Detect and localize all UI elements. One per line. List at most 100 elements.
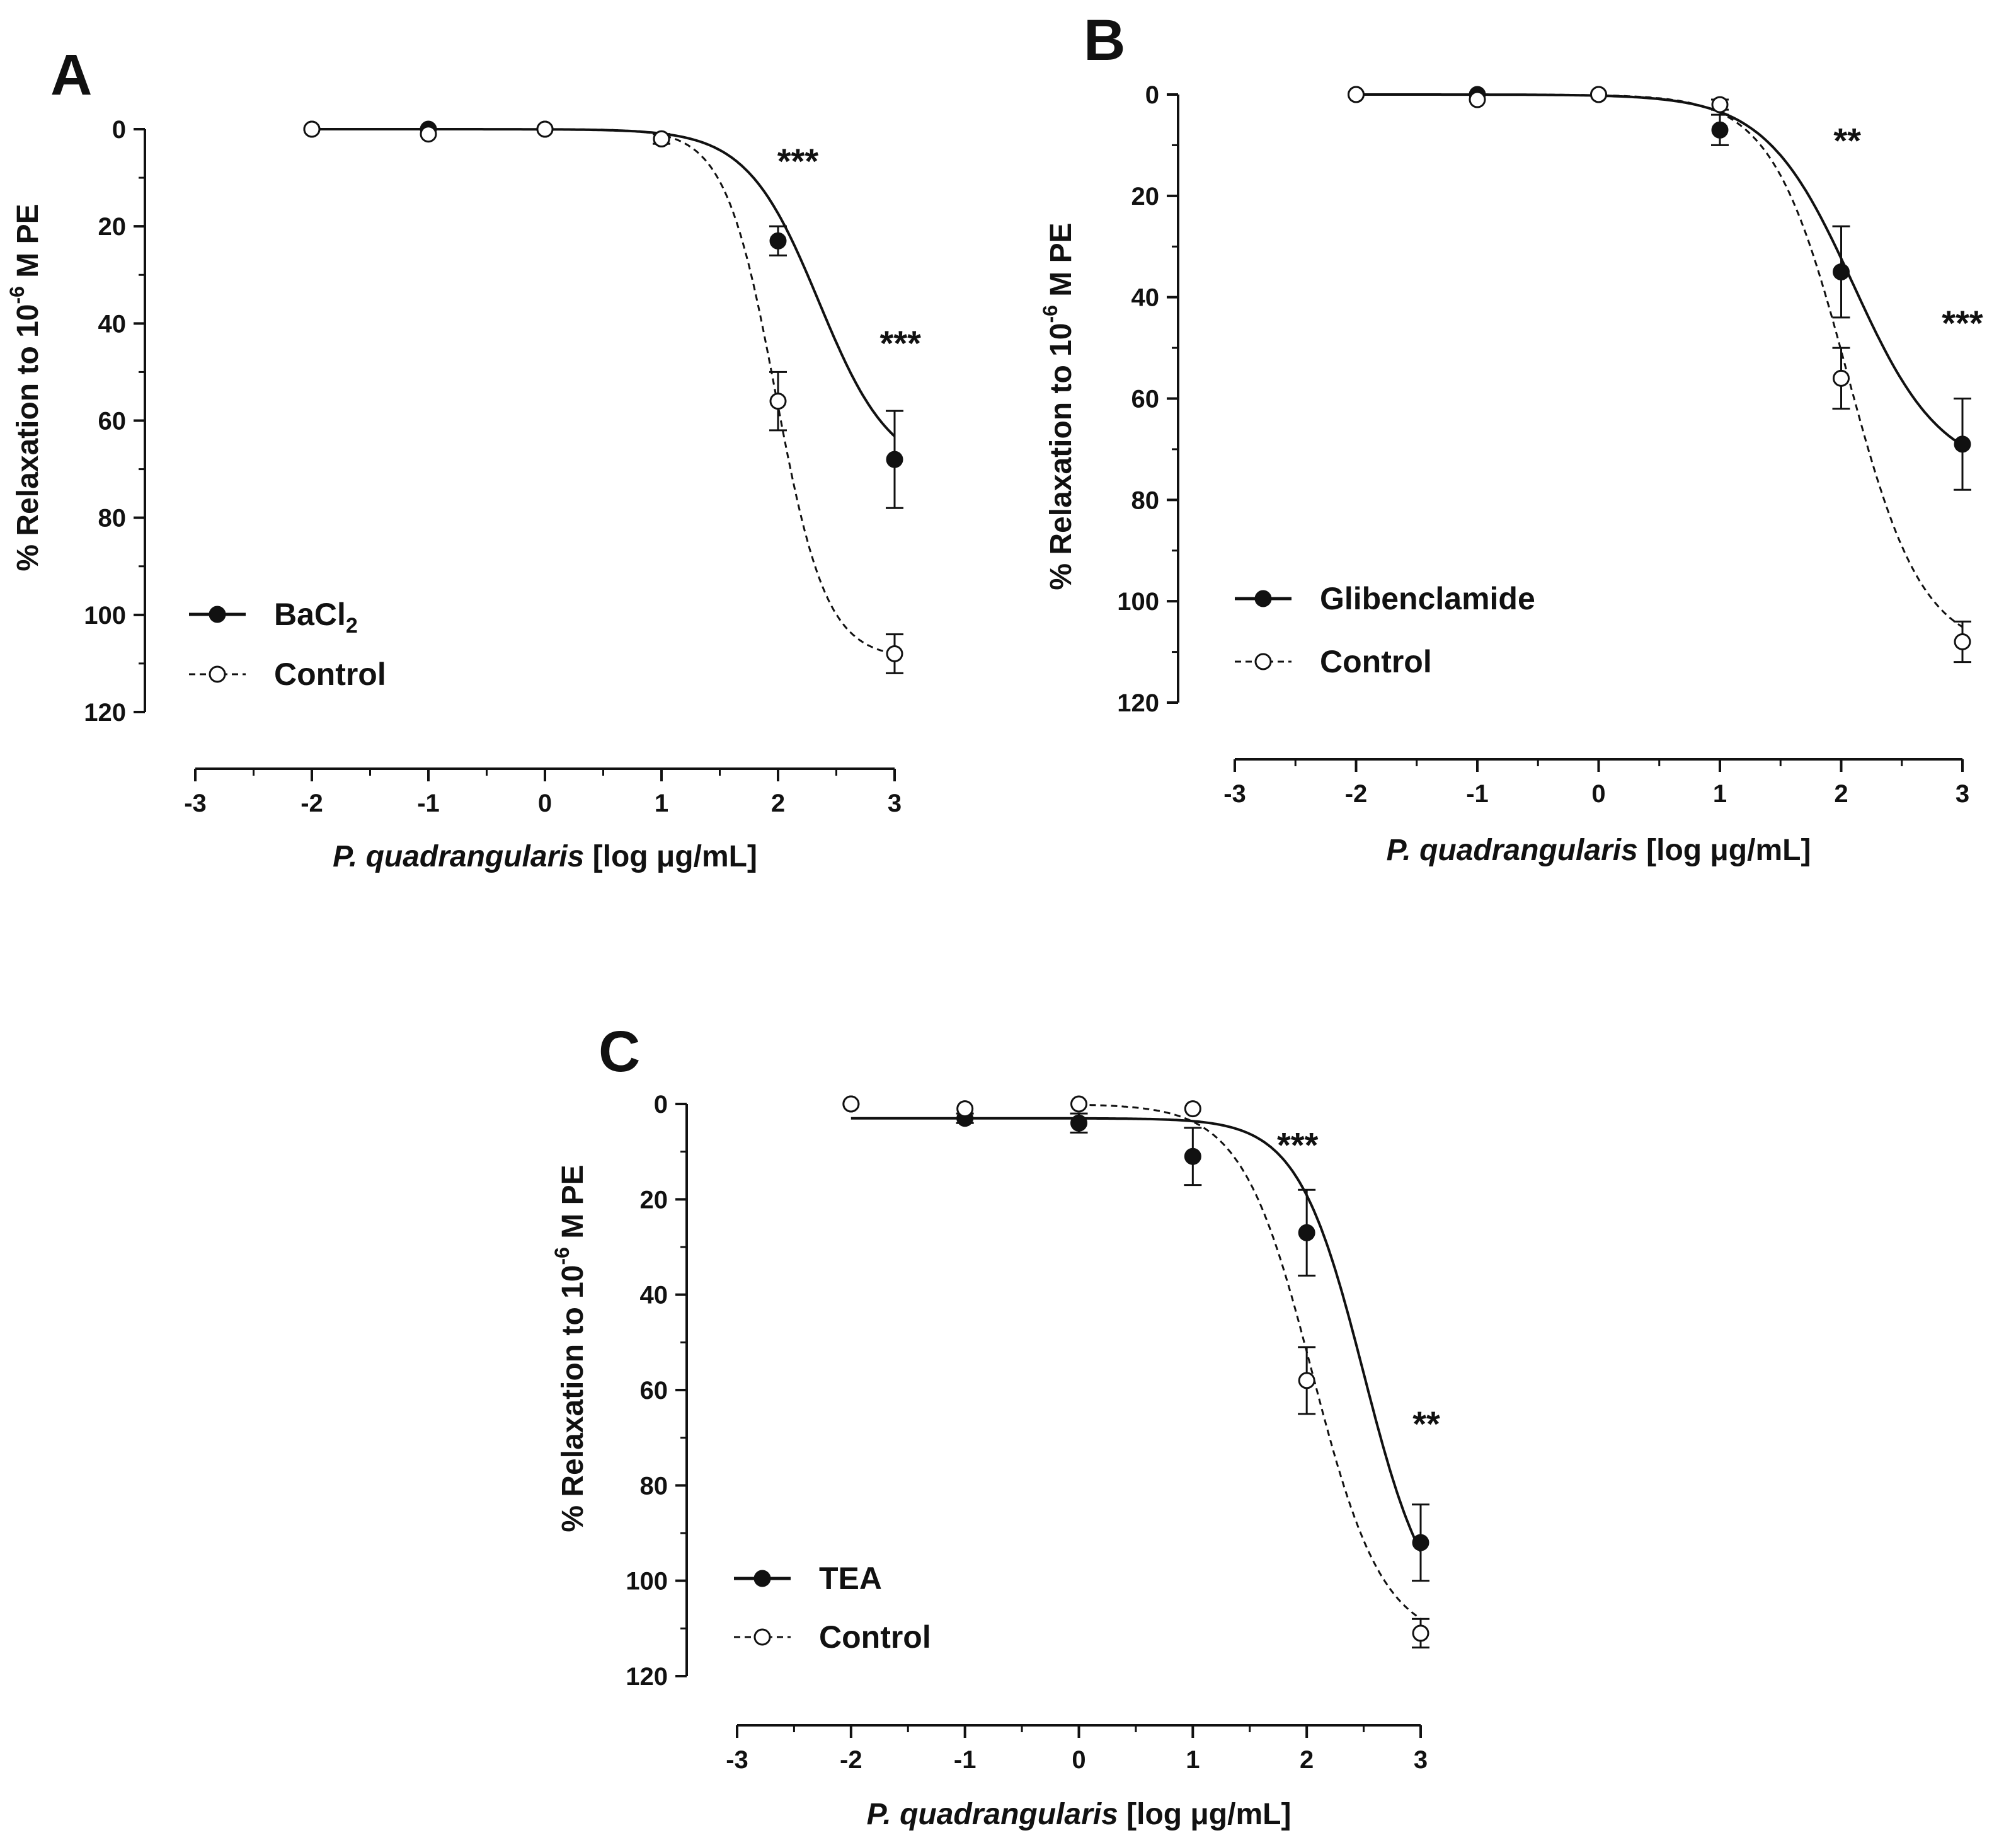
legend-label-text: TEA [819, 1561, 882, 1596]
data-point-control [842, 1095, 860, 1113]
x-tick-label: 2 [1300, 1746, 1314, 1774]
x-tick-label: 2 [1834, 780, 1848, 808]
x-tick-label: 0 [538, 790, 552, 817]
y-tick-label: 60 [1131, 386, 1160, 413]
series-control [303, 120, 903, 674]
panel-letter: A [50, 43, 92, 107]
y-tick-label: 20 [98, 213, 127, 241]
fit-curve-control [1356, 93, 1963, 628]
y-tick-label: 60 [640, 1377, 668, 1405]
y-tick-label: 80 [98, 505, 127, 532]
data-point-tea [1070, 1114, 1087, 1132]
data-point-glibenclamide [1711, 121, 1729, 139]
y-tick-label: 80 [640, 1472, 668, 1500]
x-axis-label-units: [log μg/mL] [584, 840, 757, 873]
y-tick-label: 0 [1145, 81, 1159, 109]
x-axis-label-units: [log μg/mL] [1638, 834, 1811, 867]
data-point-bacl [769, 232, 787, 250]
x-tick-label: -3 [184, 790, 207, 817]
data-point-tea [1298, 1224, 1315, 1241]
y-tick-label: 40 [1131, 284, 1160, 312]
y-tick-label: 40 [98, 310, 127, 338]
y-tick-label: 20 [640, 1186, 668, 1214]
data-point-control [1412, 1624, 1429, 1642]
series-glibenclamide [1348, 86, 1971, 491]
panel-letter: C [598, 1020, 640, 1084]
data-point-control [1348, 86, 1365, 103]
data-point-control [303, 120, 321, 138]
data-point-control [1184, 1100, 1201, 1118]
data-point-tea [1184, 1147, 1201, 1165]
legend-marker [209, 606, 226, 623]
data-point-control [769, 393, 787, 410]
data-point-control [536, 120, 554, 138]
legend-label: TEA [819, 1561, 882, 1596]
data-point-control [420, 125, 437, 143]
y-tick-label: 40 [640, 1282, 668, 1309]
x-axis-label: P. quadrangularis [log μg/mL] [867, 1798, 1292, 1831]
y-tick-label: 60 [98, 408, 127, 435]
legend-marker [209, 665, 226, 683]
x-tick-label: -2 [1345, 780, 1368, 808]
legend-label-text: Control [274, 657, 386, 692]
legend-label: Control [274, 657, 386, 692]
x-tick-label: -2 [301, 790, 323, 817]
data-point-glibenclamide [1954, 435, 1971, 453]
x-axis-label-species: P. quadrangularis [1387, 834, 1638, 867]
data-point-control [1070, 1095, 1087, 1113]
x-tick-label: 1 [1713, 780, 1727, 808]
y-axis-label-end: M PE [556, 1164, 590, 1247]
data-point-control [956, 1100, 974, 1118]
data-point-control [1590, 86, 1607, 103]
legend-label: Control [1320, 644, 1432, 679]
y-axis-label-main: % Relaxation to 10 [1045, 323, 1078, 590]
significance-marker: ** [1833, 120, 1861, 160]
legend-label-subscript: 2 [346, 614, 358, 638]
x-tick-label: -3 [1223, 780, 1246, 808]
x-tick-label: 2 [771, 790, 785, 817]
series-control [842, 1095, 1429, 1649]
legend-label: BaCl2 [274, 597, 358, 638]
x-axis-label: P. quadrangularis [log μg/mL] [1387, 834, 1811, 867]
y-tick-label: 120 [626, 1663, 668, 1691]
x-tick-label: 1 [655, 790, 668, 817]
x-tick-label: 1 [1186, 1746, 1200, 1774]
y-axis-label-exponent: -6 [6, 286, 28, 304]
data-point-control [653, 130, 670, 147]
x-tick-label: -3 [726, 1746, 748, 1774]
significance-marker: *** [1942, 303, 1983, 343]
x-tick-label: -1 [954, 1746, 976, 1774]
x-tick-label: 3 [1956, 780, 1969, 808]
panel-letter: B [1084, 8, 1125, 72]
x-axis-label-species: P. quadrangularis [867, 1798, 1118, 1831]
y-tick-label: 20 [1131, 183, 1160, 210]
y-axis-label-main: % Relaxation to 10 [11, 304, 45, 572]
legend-label-text: Glibenclamide [1320, 581, 1535, 616]
legend-label-text: Control [1320, 644, 1432, 679]
y-axis-label-exponent: -6 [1039, 305, 1062, 323]
x-axis-label-species: P. quadrangularis [333, 840, 584, 873]
y-tick-label: 120 [84, 699, 126, 727]
series-control [1348, 86, 1971, 664]
x-tick-label: -2 [840, 1746, 862, 1774]
legend-marker [1254, 590, 1272, 607]
y-tick-label: 0 [112, 116, 126, 144]
fit-curve-control [312, 128, 895, 655]
x-tick-label: -1 [417, 790, 440, 817]
x-tick-label: 0 [1591, 780, 1605, 808]
fit-curve-tea [850, 1117, 1422, 1552]
data-point-tea [1412, 1534, 1429, 1551]
y-axis-label-end: M PE [1045, 222, 1078, 305]
y-axis-label: % Relaxation to 10-6 M PE [6, 204, 45, 571]
legend-label-text: BaCl [274, 597, 346, 632]
legend-marker [753, 1628, 771, 1646]
legend-label: Control [819, 1619, 931, 1655]
data-point-control [1833, 369, 1850, 387]
y-axis-label: % Relaxation to 10-6 M PE [1039, 222, 1078, 590]
y-tick-label: 0 [654, 1091, 668, 1118]
data-point-control [1469, 91, 1486, 108]
